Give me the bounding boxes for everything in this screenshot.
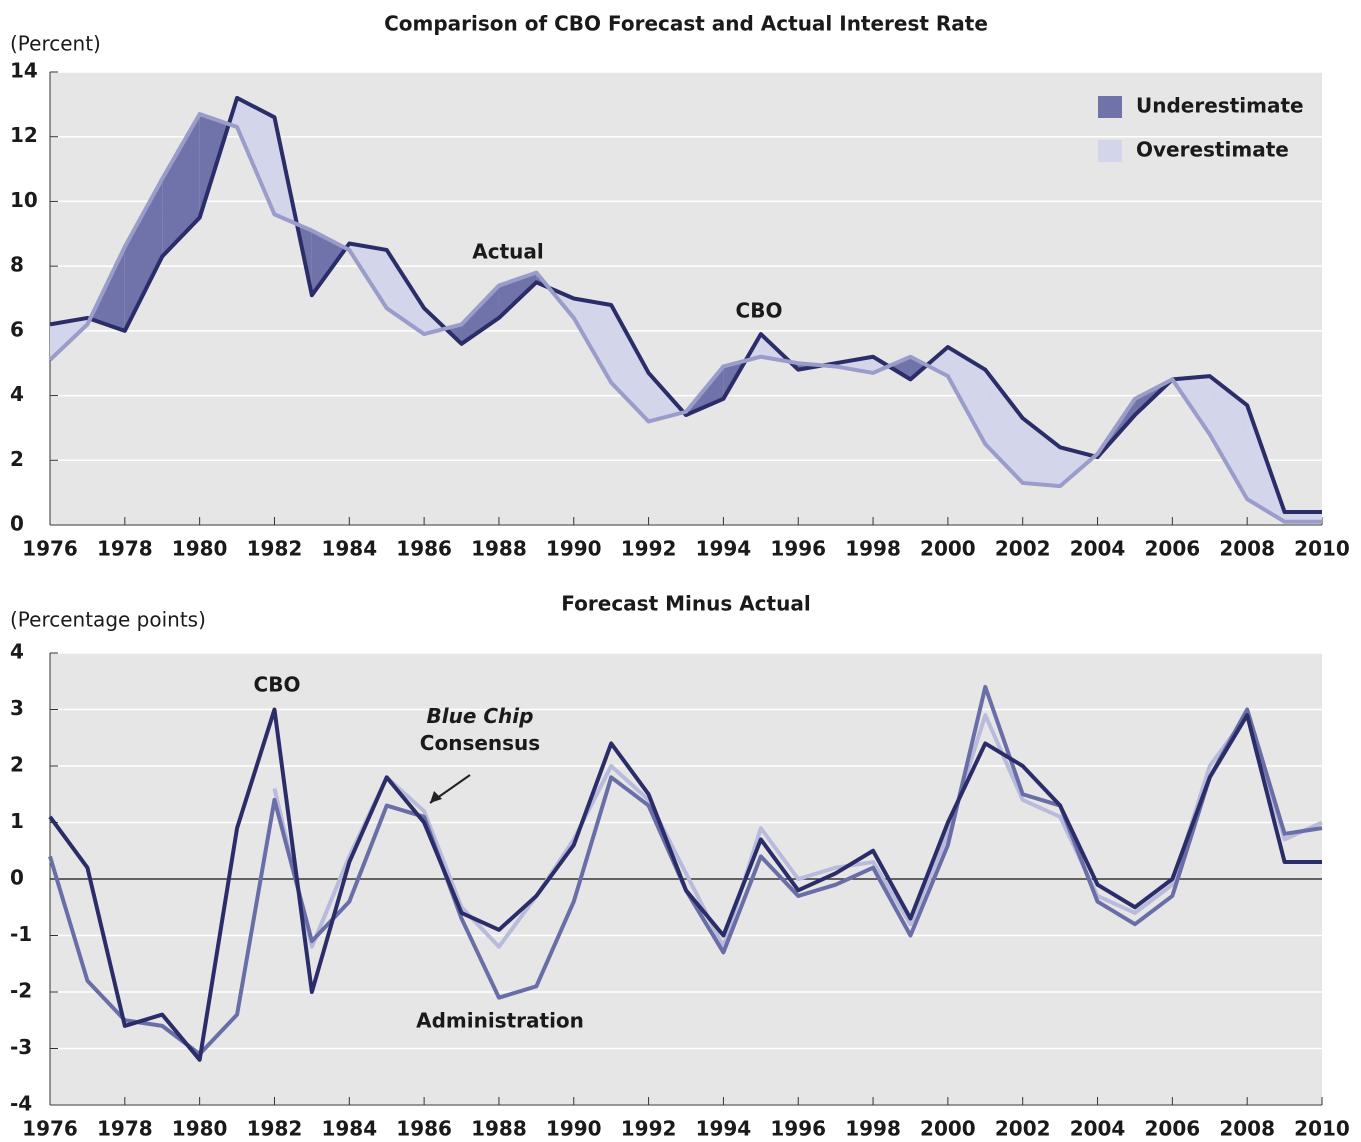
x-tick-label: 1988 — [471, 1117, 527, 1141]
y-tick-label: 0 — [10, 512, 24, 536]
overestimate-area — [947, 347, 986, 445]
x-tick-label: 1988 — [471, 537, 527, 561]
x-tick-label: 1980 — [172, 1117, 228, 1141]
y-tick-label: 2 — [10, 753, 24, 777]
legend-swatch — [1098, 140, 1122, 162]
y-tick-label: 10 — [10, 188, 38, 212]
y-tick-label: 8 — [10, 253, 24, 277]
y-tick-label: 2 — [10, 447, 24, 471]
series-line — [49, 95, 1322, 515]
underestimate-area — [461, 285, 499, 344]
x-tick-label: 2002 — [995, 537, 1051, 561]
overestimate-area — [835, 356, 874, 373]
series-line — [48, 707, 1322, 1062]
series-label: CBO — [736, 299, 783, 323]
x-tick-label: 1976 — [22, 1117, 78, 1141]
y-tick-label: 0 — [10, 866, 24, 890]
x-tick-label: 1986 — [396, 537, 452, 561]
y-tick-label: -2 — [10, 979, 32, 1003]
y-tick-label: 4 — [10, 640, 24, 664]
x-tick-label: 1992 — [621, 537, 677, 561]
y-axis-label: (Percent) — [10, 32, 101, 56]
legend-label: Overestimate — [1136, 138, 1289, 162]
series-label-part: Blue Chip — [427, 704, 534, 728]
x-tick-label: 2008 — [1219, 1117, 1275, 1141]
y-tick-label: 3 — [10, 696, 24, 720]
y-axis-label: (Percentage points) — [10, 608, 206, 632]
chart-title: Comparison of CBO Forecast and Actual In… — [384, 12, 988, 36]
series-label: CBO — [254, 673, 301, 697]
y-tick-label: -4 — [10, 1092, 32, 1116]
x-tick-label: 1994 — [696, 537, 752, 561]
chart-title: Forecast Minus Actual — [561, 592, 810, 616]
underestimate-area — [162, 114, 200, 257]
series-label: Actual — [472, 240, 543, 264]
underestimate-area — [888, 356, 911, 380]
overestimate-area — [1284, 512, 1322, 522]
y-tick-label: 14 — [10, 59, 38, 83]
x-tick-label: 1990 — [546, 1117, 602, 1141]
x-tick-label: 1990 — [546, 537, 602, 561]
underestimate-area — [311, 230, 346, 296]
x-tick-label: 1978 — [97, 537, 153, 561]
y-tick-label: 1 — [10, 809, 24, 833]
x-tick-label: 1992 — [621, 1117, 677, 1141]
y-tick-label: -1 — [10, 922, 32, 946]
overestimate-area — [1022, 418, 1061, 487]
overestimate-area — [926, 347, 948, 377]
overestimate-area — [1209, 376, 1248, 500]
underestimate-area — [124, 178, 163, 331]
x-tick-label: 2004 — [1070, 537, 1126, 561]
x-tick-label: 1998 — [845, 537, 901, 561]
x-tick-label: 2010 — [1294, 537, 1350, 561]
x-tick-label: 1986 — [396, 1117, 452, 1141]
x-tick-label: 2000 — [920, 1117, 976, 1141]
x-tick-label: 1996 — [770, 537, 826, 561]
series-label: Administration — [416, 1009, 584, 1033]
y-tick-label: -3 — [10, 1035, 32, 1059]
series-line — [48, 112, 1322, 524]
y-tick-label: 4 — [10, 382, 24, 406]
series-label: Blue Chip Consensus — [420, 704, 540, 755]
y-tick-label: 6 — [10, 317, 24, 341]
x-tick-label: 2000 — [920, 537, 976, 561]
overestimate-area — [237, 97, 275, 215]
x-tick-label: 1978 — [97, 1117, 153, 1141]
overestimate-area — [573, 298, 612, 383]
series-label-part: Consensus — [420, 731, 540, 755]
legend-swatch — [1098, 96, 1122, 118]
x-tick-label: 1994 — [696, 1117, 752, 1141]
series-line — [272, 713, 1323, 949]
x-tick-label: 1998 — [845, 1117, 901, 1141]
x-tick-label: 1976 — [22, 537, 78, 561]
x-tick-label: 2002 — [995, 1117, 1051, 1141]
x-tick-label: 1982 — [247, 537, 303, 561]
x-tick-label: 2006 — [1145, 1117, 1201, 1141]
x-tick-label: 2006 — [1145, 537, 1201, 561]
x-tick-label: 1996 — [770, 1117, 826, 1141]
legend-label: Underestimate — [1136, 94, 1304, 118]
x-tick-label: 1980 — [172, 537, 228, 561]
x-tick-label: 2008 — [1219, 537, 1275, 561]
x-tick-label: 2010 — [1294, 1117, 1350, 1141]
overestimate-area — [985, 369, 1023, 483]
y-tick-label: 12 — [10, 123, 38, 147]
x-tick-label: 1984 — [321, 1117, 377, 1141]
x-tick-label: 1982 — [247, 1117, 303, 1141]
arrow-head — [430, 791, 442, 803]
x-tick-label: 1984 — [321, 537, 377, 561]
x-tick-label: 2004 — [1070, 1117, 1126, 1141]
